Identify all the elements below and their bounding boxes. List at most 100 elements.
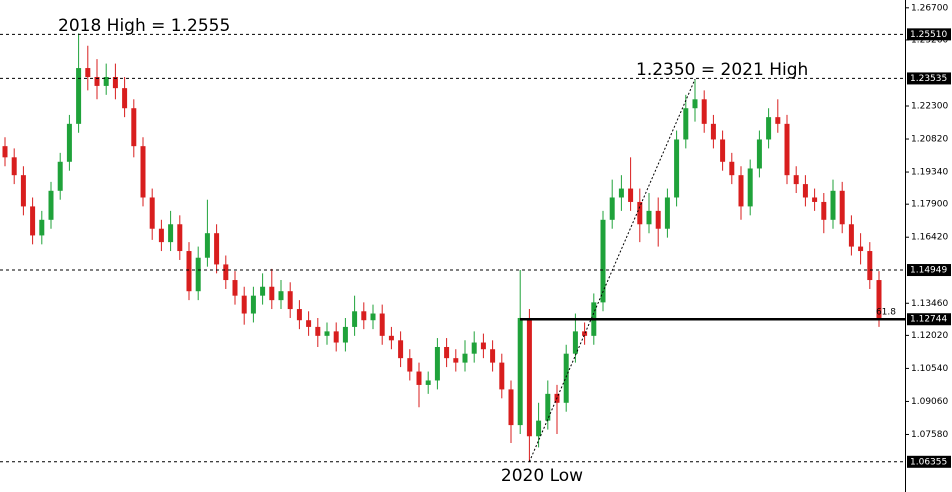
candle-body bbox=[545, 393, 551, 421]
candle-body bbox=[490, 349, 496, 363]
candle-body bbox=[85, 68, 91, 77]
candle-body bbox=[508, 389, 514, 426]
candle-body bbox=[674, 139, 680, 198]
y-tick-label: 1.20820 bbox=[911, 135, 948, 145]
candle-body bbox=[480, 342, 486, 350]
candle-body bbox=[646, 210, 652, 225]
candle-body bbox=[416, 371, 422, 385]
candle-body bbox=[444, 346, 450, 359]
candle-body bbox=[848, 224, 854, 247]
candle-body bbox=[168, 224, 174, 243]
candle-body bbox=[195, 257, 201, 292]
candle-body bbox=[352, 311, 358, 327]
candle-body bbox=[563, 353, 569, 403]
candle-body bbox=[775, 117, 781, 124]
candle-body bbox=[720, 139, 726, 162]
candle-body bbox=[517, 317, 523, 426]
candle-body bbox=[692, 99, 698, 109]
candle-body bbox=[57, 161, 63, 191]
candle-body bbox=[250, 295, 256, 314]
candle-body bbox=[812, 197, 818, 202]
level-label: 1.25510 bbox=[910, 30, 947, 40]
candle-body bbox=[526, 317, 532, 437]
level-label: 1.12744 bbox=[910, 315, 947, 325]
candle-body bbox=[30, 206, 36, 236]
candle-body bbox=[241, 295, 247, 314]
candle-body bbox=[628, 188, 634, 202]
candle-body bbox=[186, 251, 192, 292]
candle-body bbox=[637, 201, 643, 225]
y-tick-label: 1.13460 bbox=[911, 299, 948, 309]
candle-body bbox=[158, 228, 164, 243]
level-label: 1.23535 bbox=[910, 74, 947, 84]
level-label-box bbox=[907, 313, 951, 326]
candle-body bbox=[462, 353, 468, 363]
candle-body bbox=[830, 190, 836, 220]
candle-body bbox=[260, 286, 266, 296]
candle-body bbox=[664, 197, 670, 229]
candle-body bbox=[398, 340, 404, 359]
candle-body bbox=[204, 233, 210, 258]
candle-body bbox=[333, 331, 339, 343]
candle-body bbox=[76, 68, 82, 124]
candle-body bbox=[324, 331, 330, 336]
candle-body bbox=[821, 201, 827, 220]
fib-ratio-label: 61.8 bbox=[876, 308, 896, 318]
candle-body bbox=[609, 197, 615, 220]
candle-body bbox=[600, 219, 606, 303]
candle-body bbox=[20, 175, 26, 207]
candle-body bbox=[39, 219, 45, 236]
candle-body bbox=[342, 326, 348, 343]
level-label-box bbox=[907, 264, 951, 277]
candle-body bbox=[103, 76, 109, 86]
candle-body bbox=[499, 362, 505, 390]
y-tick-label: 1.17900 bbox=[911, 200, 948, 210]
candle-body bbox=[140, 146, 146, 198]
level-label-box bbox=[907, 455, 951, 468]
candle-body bbox=[48, 190, 54, 220]
level-label-box bbox=[907, 72, 951, 85]
candle-body bbox=[214, 233, 220, 265]
candle-body bbox=[370, 313, 376, 321]
candle-body bbox=[747, 168, 753, 207]
candle-body bbox=[131, 108, 137, 147]
annotation: 1.2350 = 2021 High bbox=[636, 60, 808, 80]
candle-body bbox=[306, 320, 312, 327]
candle-body bbox=[388, 335, 394, 341]
candle-body bbox=[361, 311, 367, 321]
candle-body bbox=[149, 197, 155, 229]
candle-body bbox=[278, 291, 284, 301]
candle-body bbox=[177, 224, 183, 252]
y-tick-label: 1.25260 bbox=[911, 35, 948, 45]
candle-body bbox=[11, 157, 17, 176]
candle-body bbox=[710, 123, 716, 140]
candle-body bbox=[618, 188, 624, 198]
candle-body bbox=[766, 117, 772, 140]
candle-body bbox=[122, 88, 128, 109]
candle-body bbox=[315, 326, 321, 336]
candle-body bbox=[582, 331, 588, 336]
y-tick-label: 1.12020 bbox=[911, 331, 948, 341]
annotation: 2018 High = 1.2555 bbox=[58, 16, 230, 36]
candle-body bbox=[434, 346, 440, 381]
y-tick-label: 1.26700 bbox=[911, 3, 948, 13]
candle-body bbox=[839, 190, 845, 225]
candle-body bbox=[683, 108, 689, 140]
candle-body bbox=[572, 331, 578, 354]
candle-body bbox=[66, 123, 72, 162]
candle-body bbox=[407, 358, 413, 372]
y-tick-label: 1.19340 bbox=[911, 168, 948, 178]
candle-body bbox=[269, 286, 275, 301]
y-tick-label: 1.16420 bbox=[911, 233, 948, 243]
candle-body bbox=[784, 123, 790, 176]
y-tick-label: 1.07580 bbox=[911, 430, 948, 440]
candle-body bbox=[94, 76, 100, 86]
candle-body bbox=[536, 420, 542, 437]
candle-body bbox=[2, 146, 8, 158]
y-tick-label: 1.22300 bbox=[911, 101, 948, 111]
candle-body bbox=[756, 139, 762, 169]
level-label: 1.14949 bbox=[910, 266, 947, 276]
candle-body bbox=[729, 161, 735, 176]
